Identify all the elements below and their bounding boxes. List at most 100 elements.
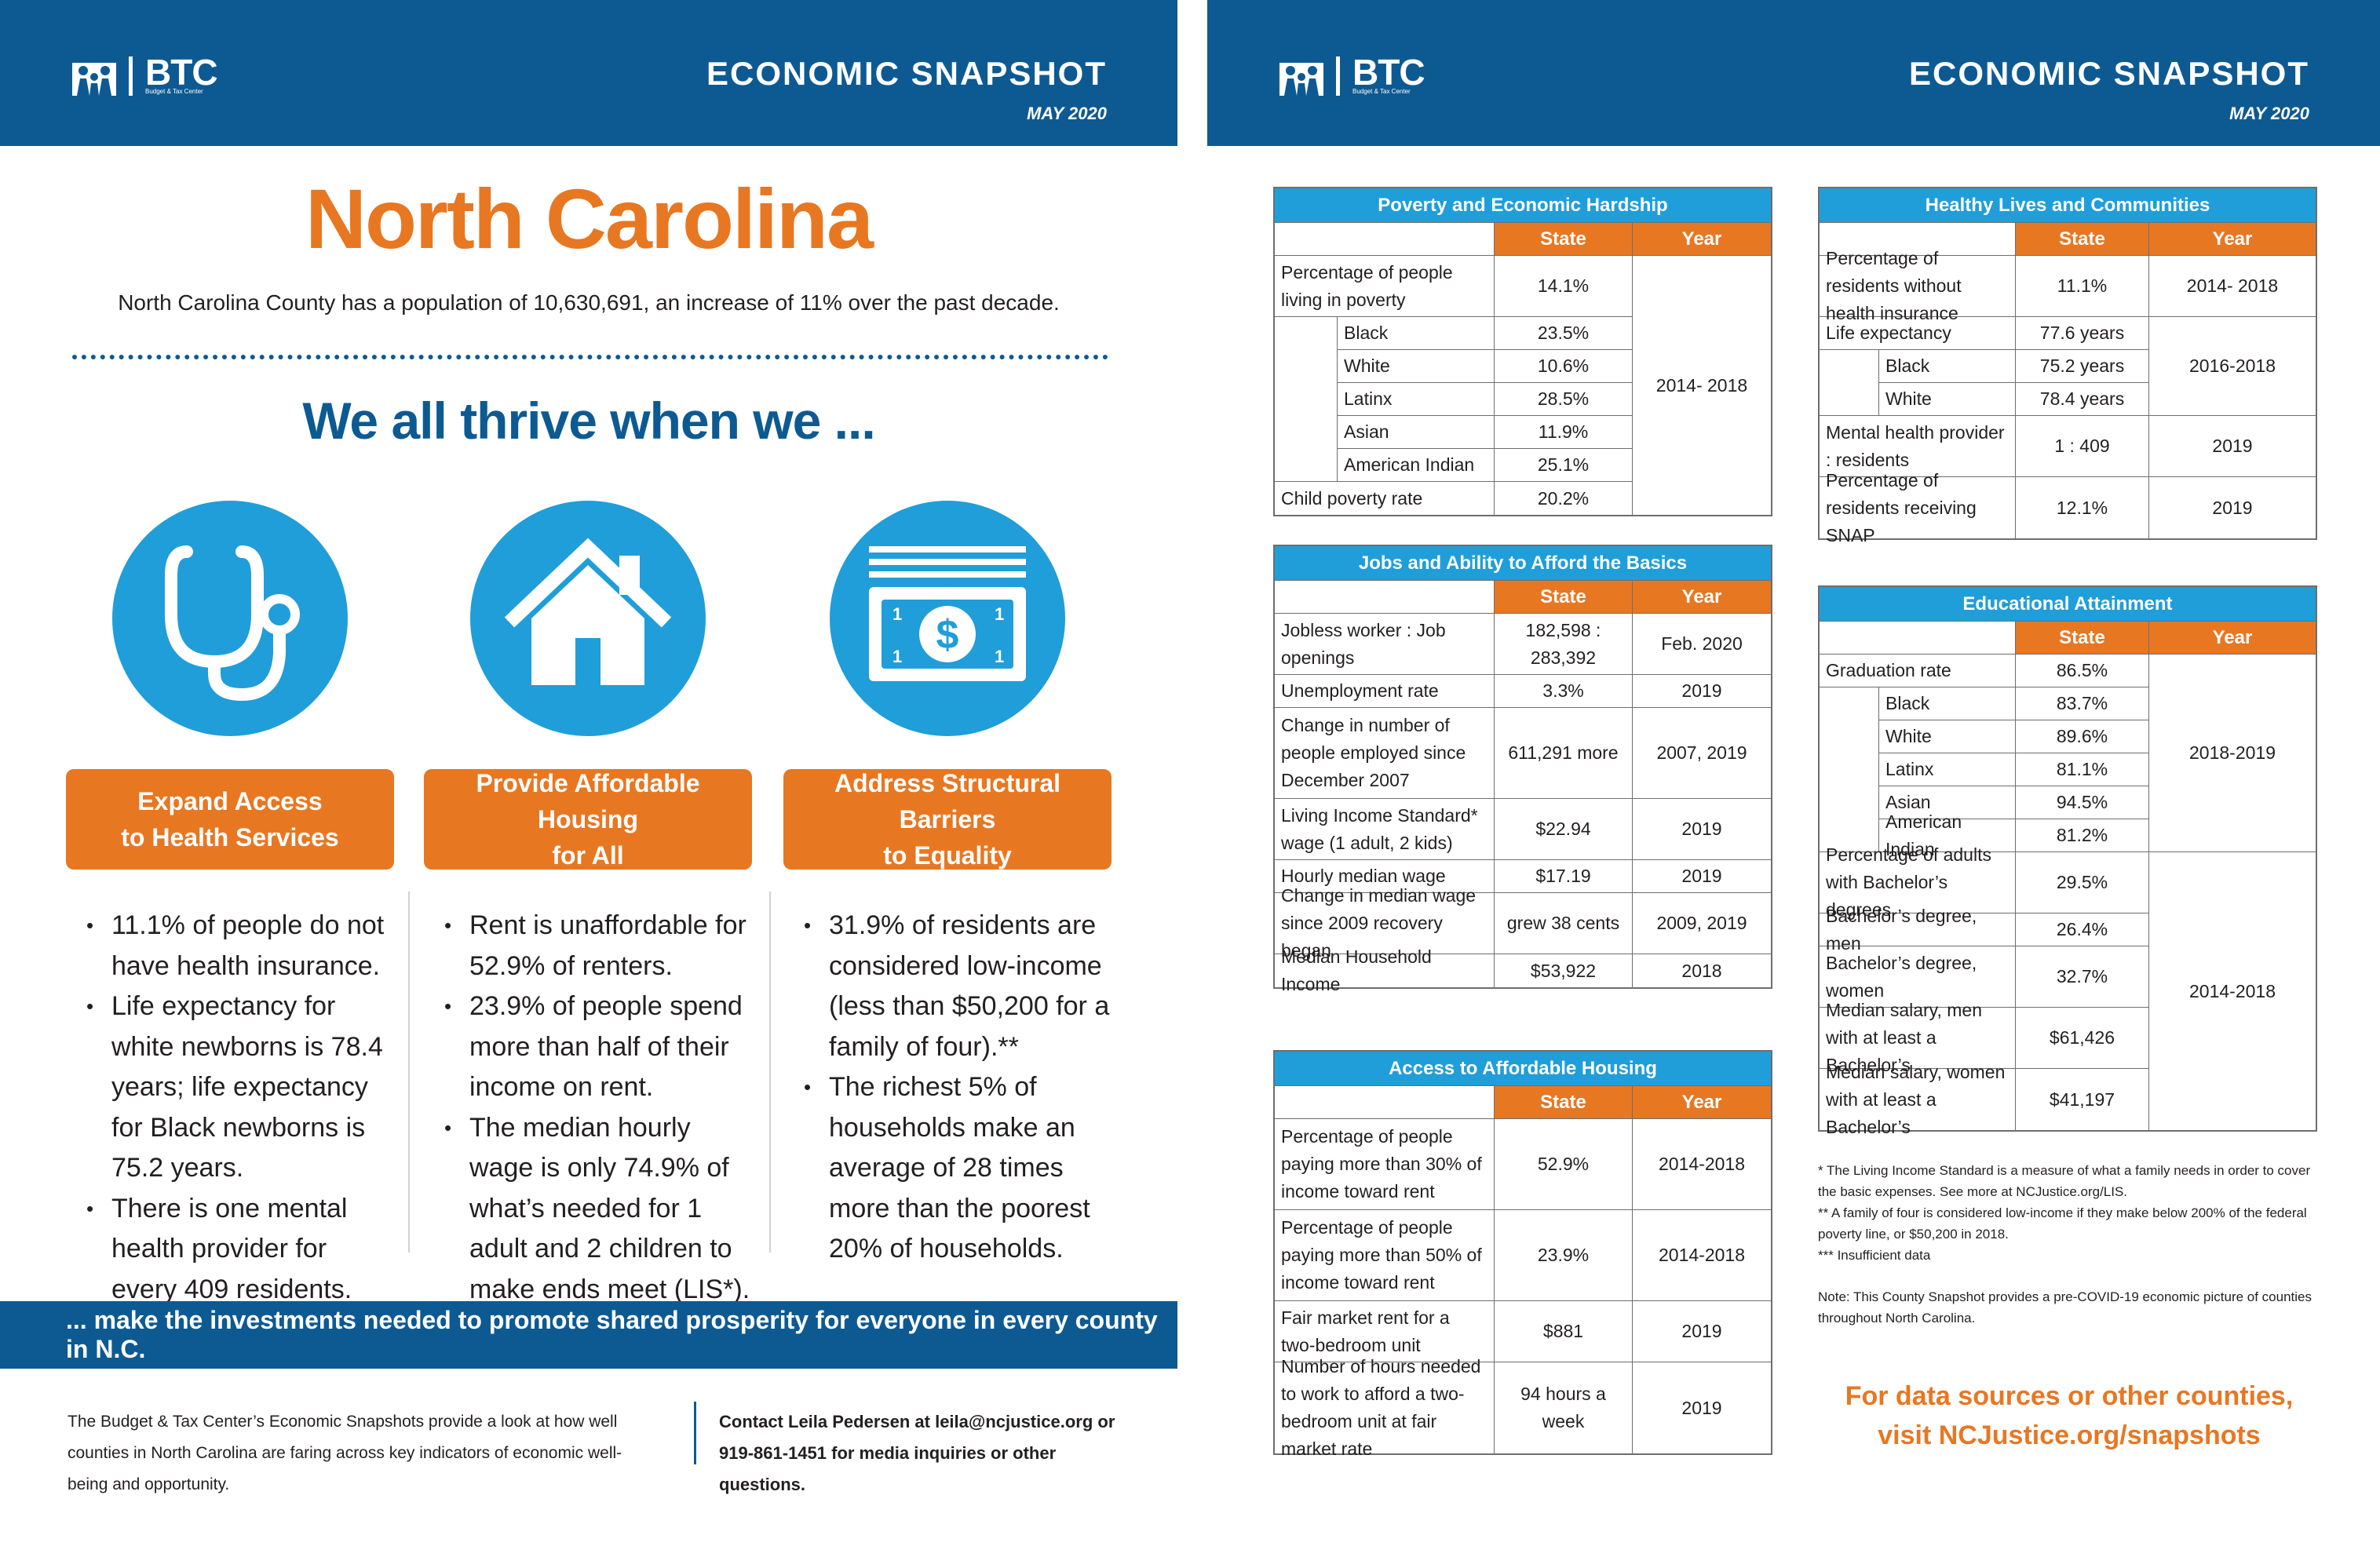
- footnote-covid: Note: This County Snapshot provides a pr…: [1818, 1289, 2312, 1326]
- table-row-label: Unemployment rate: [1275, 675, 1495, 708]
- table-title: Healthy Lives and Communities: [1820, 188, 2316, 223]
- table-row-label: Change in number of people employed sinc…: [1275, 708, 1495, 799]
- logo-divider: [1336, 57, 1340, 96]
- col-header-state: State: [2016, 622, 2149, 654]
- housing-bullets: Rent is unaffordable for 52.9% of renter…: [424, 906, 752, 1310]
- table-cell-year: 2014- 2018: [1655, 374, 1748, 396]
- col-header-state: State: [1495, 581, 1633, 613]
- table-cell-year: 2014- 2018: [2149, 256, 2316, 317]
- housing-title-pill: Provide Affordable Housing for All: [424, 769, 752, 870]
- col-header-year: Year: [1633, 581, 1771, 613]
- bullet-item: 31.9% of residents are considered low-in…: [804, 906, 1112, 1067]
- table-row-label: White: [1879, 383, 2016, 416]
- table-cell-year: 2014-2018: [1633, 1119, 1771, 1210]
- column-housing: Provide Affordable Housing for All Rent i…: [424, 501, 752, 1310]
- table-title: Poverty and Economic Hardship: [1275, 188, 1771, 223]
- table-cell-state: 83.7%: [2016, 687, 2149, 720]
- snapshot-date: MAY 2020: [1027, 104, 1107, 123]
- logo-subtitle: Budget & Tax Center: [145, 88, 203, 95]
- table-cell-state: 23.9%: [1495, 1210, 1633, 1301]
- table-cell-year: 2009, 2019: [1633, 893, 1771, 954]
- cta-line1: For data sources or other counties,: [1845, 1381, 2294, 1411]
- column-separator: [408, 892, 410, 1253]
- table-cell-year: 2019: [1633, 675, 1771, 708]
- bullet-item: The richest 5% of households make an ave…: [804, 1067, 1112, 1270]
- table-cell-state: 32.7%: [2016, 946, 2149, 1008]
- col-header-year: Year: [2149, 223, 2316, 255]
- table-cell-state: $41,197: [2016, 1069, 2149, 1130]
- btc-logo: BTC Budget & Tax Center: [72, 52, 218, 96]
- table-row-label: Median salary, men with at least a Bache…: [1820, 1000, 2016, 1075]
- snapshot-date: MAY 2020: [2229, 104, 2309, 123]
- table-row-label: Black: [1879, 350, 2016, 383]
- table-title: Jobs and Ability to Afford the Basics: [1275, 546, 1771, 581]
- footnote-insufficient: *** Insufficient data: [1818, 1248, 1931, 1263]
- healthy-table: Healthy Lives and Communities State Year …: [1818, 187, 2317, 545]
- table-cell-year: 2019: [1681, 1397, 1722, 1418]
- house-icon: [504, 538, 672, 685]
- table-cell-state: 25.1%: [1495, 449, 1633, 482]
- svg-text:1: 1: [995, 604, 1004, 624]
- snapshot-title: ECONOMIC SNAPSHOT: [1908, 55, 2309, 92]
- housing-title-line1: Provide Affordable Housing: [476, 769, 700, 833]
- bullet-item: There is one mental health provider for …: [86, 1189, 394, 1311]
- equality-icon-circle: $ 1 1 1 1: [830, 501, 1065, 736]
- poverty-table: Poverty and Economic Hardship State Year …: [1273, 187, 1772, 516]
- svg-text:1: 1: [892, 604, 902, 624]
- table-row-label: Percentage of residents receiving SNAP: [1820, 470, 2016, 545]
- table-cell-state: $22.94: [1495, 799, 1633, 860]
- table-cell-year: 2019: [1633, 799, 1771, 860]
- table-cell-state: $17.19: [1495, 860, 1633, 893]
- family-logo-icon: [72, 63, 116, 96]
- cta-link[interactable]: visit NCJustice.org/snapshots: [1878, 1420, 2261, 1450]
- table-row-label: Latinx: [1338, 383, 1495, 416]
- table-row-label: Number of hours needed to work to afford…: [1275, 1356, 1495, 1459]
- table-cell-state: 77.6 years: [2016, 317, 2149, 350]
- header-band: BTC Budget & Tax Center ECONOMIC SNAPSHO…: [0, 0, 1177, 146]
- table-cell-state: 3.3%: [1495, 675, 1633, 708]
- logo-subtitle: Budget & Tax Center: [1352, 88, 1411, 95]
- table-cell-state: 89.6%: [2016, 720, 2149, 753]
- health-icon-circle: [112, 501, 348, 736]
- dollar-bill-icon: $ 1 1 1 1: [869, 546, 1026, 681]
- table-row-label: Child poverty rate: [1275, 482, 1495, 515]
- table-cell-state: 14.1%: [1495, 256, 1633, 317]
- table-cell-year: 2014-2018: [2189, 980, 2276, 1001]
- table-cell-year: 2018-2019: [2149, 655, 2316, 852]
- state-title: North Carolina: [305, 171, 874, 266]
- table-cell-state: 81.1%: [2016, 753, 2149, 786]
- table-cell-year: 2019: [1633, 1301, 1771, 1362]
- table-row-label: Percentage of people paying more than 30…: [1275, 1119, 1495, 1210]
- table-row-label: Living Income Standard* wage (1 adult, 2…: [1275, 799, 1495, 860]
- table-row-label: Graduation rate: [1820, 655, 2016, 687]
- table-row-label: Bachelor’s degree, men: [1820, 906, 2016, 954]
- svg-text:$: $: [936, 612, 959, 658]
- table-cell-year: 2018: [1681, 960, 1722, 981]
- table-row-label: Hourly median wage: [1275, 860, 1495, 893]
- page-left: BTC Budget & Tax Center ECONOMIC SNAPSHO…: [0, 0, 1177, 1568]
- table-cell-state: 12.1%: [2016, 477, 2149, 538]
- bullet-item: 11.1% of people do not have health insur…: [86, 906, 394, 986]
- table-cell-state: 75.2 years: [2016, 350, 2149, 383]
- col-header-state: State: [1495, 223, 1633, 255]
- data-sources-cta[interactable]: For data sources or other counties, visi…: [1818, 1377, 2320, 1455]
- table-row-label: Jobless worker : Job openings: [1275, 614, 1495, 675]
- family-logo-icon: [1279, 63, 1323, 96]
- footer-contact: Contact Leila Pedersen at leila@ncjustic…: [719, 1412, 1115, 1494]
- table-row-label: Bachelor’s degree, women: [1820, 946, 2016, 1008]
- table-row-label: White: [1879, 720, 2016, 753]
- logo-text: BTC: [145, 52, 218, 93]
- bullet-item: Life expectancy for white newborns is 78…: [86, 986, 394, 1189]
- col-header-state: State: [2016, 223, 2149, 255]
- footer-description: The Budget & Tax Center’s Economic Snaps…: [68, 1413, 622, 1493]
- table-cell-year: 2014-2018: [1633, 1210, 1771, 1301]
- footnotes: * The Living Income Standard is a measur…: [1818, 1160, 2320, 1329]
- table-row-label: Percentage of people living in poverty: [1275, 256, 1495, 317]
- table-title: Access to Affordable Housing: [1275, 1052, 1771, 1086]
- table-cell-state: $53,922: [1495, 954, 1633, 987]
- table-row-label: Fair market rent for a two-bedroom unit: [1275, 1301, 1495, 1362]
- table-cell-state: 10.6%: [1495, 350, 1633, 383]
- table-cell-state: 78.4 years: [2016, 383, 2149, 416]
- housing-icon-circle: [470, 501, 706, 736]
- dotted-divider: [72, 355, 1108, 359]
